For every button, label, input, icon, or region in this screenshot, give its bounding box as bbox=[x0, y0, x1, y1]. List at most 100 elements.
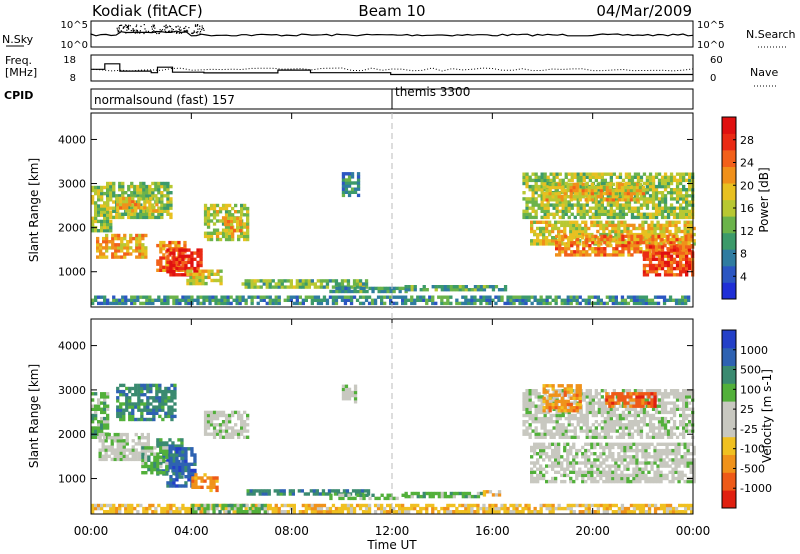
search-noise-dot bbox=[160, 31, 162, 33]
power-cell bbox=[244, 282, 248, 286]
velocity-cell bbox=[629, 479, 633, 484]
power-cell bbox=[617, 226, 621, 231]
power-cell bbox=[679, 257, 683, 261]
velocity-cell bbox=[546, 416, 550, 421]
velocity-cell bbox=[618, 432, 623, 436]
power-cell bbox=[94, 188, 98, 193]
power-cell bbox=[648, 194, 653, 198]
power-cell bbox=[660, 206, 665, 210]
velocity-cell bbox=[203, 473, 207, 477]
power-cell bbox=[328, 295, 333, 299]
velocity-cell bbox=[350, 390, 355, 395]
velocity-cell bbox=[669, 401, 674, 405]
power-cell bbox=[608, 191, 612, 196]
power-cell bbox=[606, 240, 610, 245]
power-cell bbox=[546, 209, 550, 213]
power-cell bbox=[274, 282, 278, 286]
velocity-cell bbox=[158, 389, 162, 394]
velocity-cell bbox=[91, 404, 95, 408]
velocity-cell bbox=[143, 386, 147, 391]
velocity-cell bbox=[660, 426, 665, 430]
power-cell bbox=[648, 270, 653, 274]
power-cell bbox=[587, 188, 591, 193]
search-noise-dot bbox=[177, 25, 179, 27]
power-cell bbox=[651, 237, 655, 242]
power-cell bbox=[228, 210, 232, 214]
power-cell bbox=[133, 188, 137, 192]
power-cell bbox=[404, 295, 408, 299]
velocity-cell bbox=[590, 467, 594, 471]
velocity-cell bbox=[119, 414, 123, 419]
velocity-cell bbox=[609, 420, 613, 424]
velocity-cell bbox=[212, 423, 217, 427]
velocity-cell bbox=[203, 432, 208, 436]
velocity-cell bbox=[651, 416, 656, 421]
power-cell bbox=[555, 243, 559, 248]
power-cell bbox=[651, 270, 656, 274]
power-cell bbox=[620, 223, 624, 228]
velocity-cell bbox=[197, 485, 201, 489]
power-cell bbox=[621, 203, 626, 207]
power-cell bbox=[359, 289, 363, 294]
power-cell bbox=[100, 185, 104, 190]
power-cell bbox=[136, 298, 140, 302]
power-cell bbox=[159, 247, 163, 251]
power-cell bbox=[148, 184, 152, 189]
power-cell bbox=[186, 272, 190, 276]
power-cell bbox=[569, 295, 573, 299]
velocity-cell bbox=[173, 383, 177, 388]
power-cell bbox=[137, 202, 141, 207]
power-cell bbox=[682, 245, 686, 249]
power-cell bbox=[593, 295, 597, 299]
velocity-cell bbox=[282, 492, 286, 496]
power-cell bbox=[692, 232, 696, 237]
power-cell bbox=[121, 188, 125, 192]
power-cell bbox=[669, 270, 674, 274]
search-noise-dot bbox=[166, 27, 168, 29]
power-cell bbox=[139, 212, 143, 216]
power-cell bbox=[100, 195, 104, 199]
velocity-cell bbox=[599, 476, 603, 481]
velocity-cell bbox=[215, 410, 220, 415]
power-cell bbox=[228, 234, 232, 239]
velocity-cell bbox=[425, 491, 429, 496]
power-cell bbox=[134, 206, 138, 210]
velocity-cell bbox=[209, 420, 214, 424]
velocity-cell bbox=[590, 452, 594, 456]
velocity-cell bbox=[224, 416, 229, 421]
power-cell bbox=[566, 182, 570, 187]
power-cell bbox=[163, 206, 167, 210]
velocity-cell bbox=[276, 492, 280, 496]
power-cell bbox=[557, 220, 561, 224]
velocity-cell bbox=[537, 420, 541, 424]
power-cell bbox=[648, 172, 653, 176]
velocity-cell bbox=[606, 407, 610, 411]
velocity-cell bbox=[125, 439, 129, 443]
velocity-cell bbox=[172, 471, 176, 476]
power-cell bbox=[582, 247, 586, 251]
search-noise-dot bbox=[183, 27, 185, 30]
power-cell bbox=[657, 184, 662, 189]
velocity-cell bbox=[669, 426, 674, 430]
power-cell bbox=[138, 255, 142, 259]
power-cell bbox=[181, 273, 185, 277]
power-cell bbox=[221, 222, 226, 226]
power-cell bbox=[277, 295, 281, 299]
power-cell bbox=[579, 206, 583, 210]
power-cell bbox=[286, 279, 290, 283]
power-cell bbox=[537, 206, 541, 210]
power-cell bbox=[203, 222, 208, 226]
velocity-cell bbox=[103, 395, 107, 399]
velocity-cell bbox=[167, 408, 171, 412]
power-cell bbox=[136, 184, 140, 189]
power-cell bbox=[662, 301, 667, 306]
velocity-cell bbox=[606, 423, 610, 427]
power-cell bbox=[440, 288, 444, 292]
velocity-cell bbox=[246, 489, 250, 493]
power-cell bbox=[611, 298, 615, 302]
power-cell bbox=[579, 253, 583, 257]
power-cell bbox=[247, 279, 251, 283]
velocity-cell bbox=[566, 455, 570, 459]
velocity-cell bbox=[243, 426, 247, 430]
search-noise-dot bbox=[153, 24, 155, 26]
